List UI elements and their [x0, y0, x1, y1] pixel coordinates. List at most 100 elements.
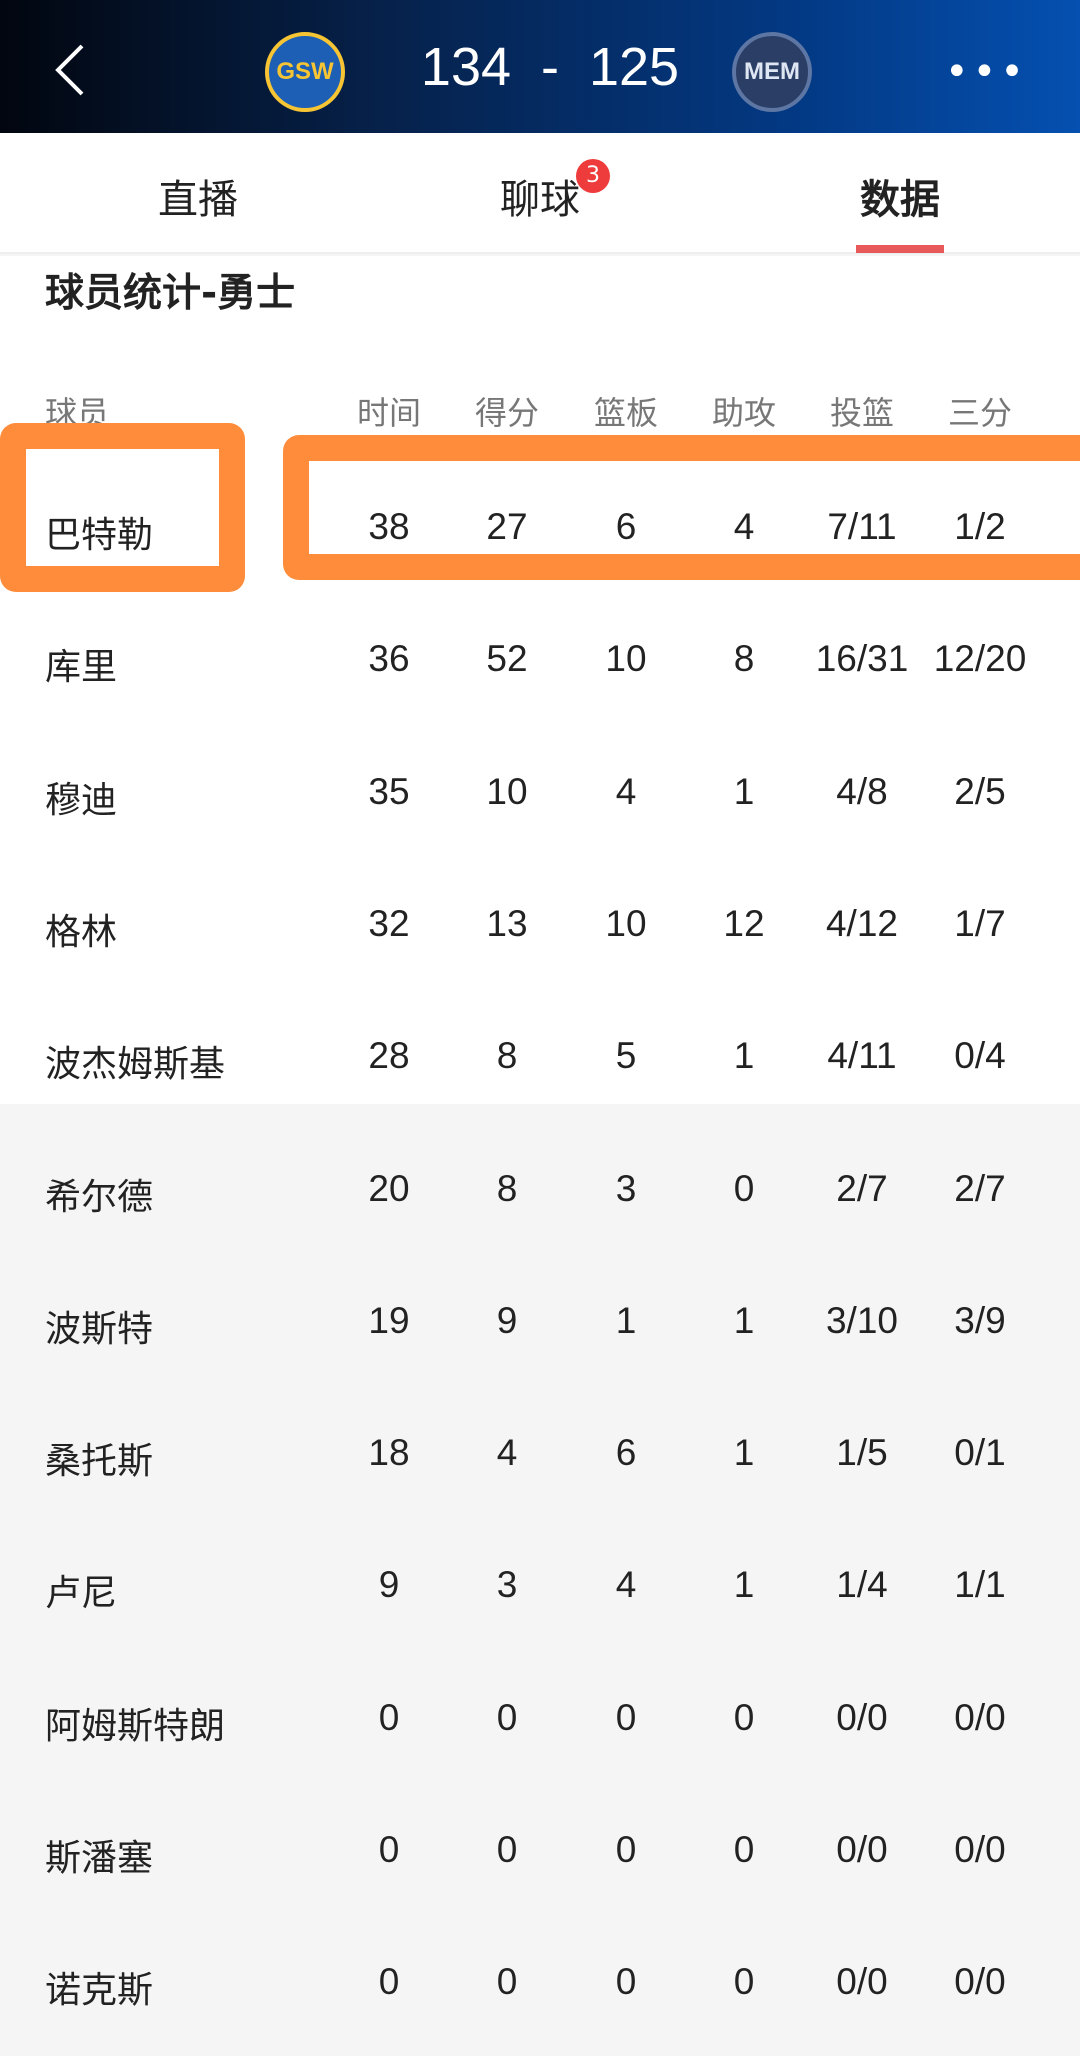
stat-cell: 8 [1033, 638, 1080, 680]
stat-cell: 0 [615, 1829, 637, 1870]
stat-cell: 1/5 [836, 1432, 888, 1474]
stat-cell: 36 [368, 638, 410, 680]
stat-cell: 4/8 [836, 770, 888, 812]
stat-cell: 2/7 [836, 1167, 888, 1209]
stat-cell: 2/7 [954, 1167, 1006, 1209]
table-row[interactable]: 希尔德 20 8 3 0 2/7 2/7 2 [0, 1122, 1080, 1254]
stat-cell: 10 [605, 638, 647, 680]
player-name[interactable]: 桑托斯 [45, 1441, 154, 1483]
stat-cell: 8 [733, 638, 755, 680]
column-header[interactable]: 时间 [356, 394, 421, 432]
stat-cell: 0 [1033, 1300, 1080, 1342]
stat-cell: 0 [496, 1696, 518, 1738]
player-name[interactable]: 阿姆斯特朗 [45, 1705, 226, 1747]
stat-cell: 1/1 [954, 1564, 1006, 1606]
table-row[interactable]: 巴特勒 38 27 6 4 7/11 1/2 1 [0, 460, 1080, 592]
stat-cell: 4/11 [827, 1035, 897, 1077]
stat-cell: 0/0 [836, 1696, 888, 1738]
stat-cell: 1/7 [954, 902, 1006, 944]
stat-cell: 6 [615, 506, 637, 547]
gsw-team-logo[interactable]: GSW [265, 32, 345, 112]
stat-cell: 0 [378, 1696, 400, 1738]
player-name[interactable]: 诺克斯 [45, 1970, 154, 2012]
stat-cell: 4 [615, 1564, 637, 1606]
player-name[interactable]: 巴特勒 [45, 515, 154, 556]
mem-team-logo[interactable]: MEM [732, 32, 812, 112]
stat-cell: 1/2 [954, 506, 1006, 547]
column-header[interactable]: 罚 [1033, 388, 1080, 434]
stat-cell: 12 [723, 902, 765, 944]
stat-cell: 0 [1033, 771, 1080, 813]
stat-cell: 52 [486, 638, 528, 680]
stat-cell: 19 [368, 1299, 410, 1341]
table-row[interactable]: 格林 32 13 10 12 4/12 1/7 4 [0, 857, 1080, 989]
section-title: 球员统计-勇士 [45, 271, 296, 316]
table-row[interactable]: 诺克斯 0 0 0 0 0/0 0/0 0 [0, 1915, 1080, 2047]
stat-cell: 0/0 [954, 1961, 1006, 2003]
stat-cell: 12/20 [933, 638, 1027, 680]
column-header[interactable]: 助攻 [711, 394, 776, 432]
table-row[interactable]: 穆迪 35 10 4 1 4/8 2/5 0 [0, 725, 1080, 857]
stat-cell: 0 [1033, 1697, 1080, 1739]
stat-cell: 5 [615, 1035, 637, 1077]
stat-cell: 35 [368, 770, 410, 812]
stat-cell: 0 [496, 1829, 518, 1870]
tab-bar: 直播 聊球 3 数据 [0, 133, 1080, 254]
game-header: GSW 134 - 125 MEM ••• [0, 0, 1080, 133]
stat-cell: 4 [1033, 903, 1080, 945]
stat-cell: 38 [368, 506, 410, 547]
game-score: 134 - 125 [420, 37, 680, 97]
stat-cell: 0/1 [954, 1432, 1006, 1474]
column-header-player: 球员 [45, 394, 110, 432]
stat-cell: 0 [1033, 1035, 1080, 1077]
player-name[interactable]: 格林 [45, 911, 118, 953]
stat-cell: 28 [368, 1035, 410, 1077]
table-row[interactable]: 波斯特 19 9 1 1 3/10 3/9 0 [0, 1254, 1080, 1386]
stat-cell: 1 [615, 1299, 637, 1341]
stat-cell: 0/4 [954, 1035, 1006, 1077]
player-name[interactable]: 斯潘塞 [45, 1838, 154, 1879]
table-row[interactable]: 卢尼 9 3 4 1 1/4 1/1 0 [0, 1518, 1080, 1650]
table-row[interactable]: 阿姆斯特朗 0 0 0 0 0/0 0/0 0 [0, 1651, 1080, 1783]
stat-cell: 4 [733, 506, 755, 547]
stat-cell: 0/0 [836, 1829, 888, 1870]
stat-cell: 2 [1033, 1432, 1080, 1474]
stat-cell: 1 [733, 770, 755, 812]
stat-cell: 0 [733, 1961, 755, 2003]
tab-chat[interactable]: 聊球 [500, 177, 580, 223]
player-name[interactable]: 穆迪 [45, 779, 118, 821]
column-header[interactable]: 篮板 [593, 394, 658, 432]
stat-cell: 3 [496, 1564, 518, 1606]
chevron-left-icon[interactable] [50, 42, 100, 98]
stat-cell: 10 [605, 902, 647, 944]
player-name[interactable]: 波斯特 [45, 1308, 154, 1350]
stat-cell: 6 [615, 1432, 637, 1474]
tab-stats[interactable]: 数据 [860, 177, 940, 223]
stat-cell: 4 [496, 1432, 518, 1474]
stat-cell: 0/0 [954, 1829, 1006, 1870]
table-row[interactable]: 斯潘塞 0 0 0 0 0/0 0/0 0 [0, 1783, 1080, 1915]
column-header[interactable]: 投篮 [829, 394, 894, 432]
chat-count-badge: 3 [576, 159, 610, 193]
stat-cell: 0 [733, 1696, 755, 1738]
column-header[interactable]: 得分 [474, 394, 539, 432]
stat-cell: 8 [496, 1035, 518, 1077]
player-name[interactable]: 波杰姆斯基 [45, 1044, 226, 1086]
stat-cell: 0 [733, 1829, 755, 1870]
player-name[interactable]: 希尔德 [45, 1176, 154, 1218]
table-row[interactable]: 桑托斯 18 4 6 1 1/5 0/1 2 [0, 1386, 1080, 1518]
table-row[interactable]: 波杰姆斯基 28 8 5 1 4/11 0/4 0 [0, 989, 1080, 1121]
tab-live[interactable]: 直播 [158, 177, 238, 223]
stat-cell: 0 [378, 1961, 400, 2003]
stat-cell: 1 [733, 1432, 755, 1474]
player-name[interactable]: 库里 [45, 647, 118, 689]
stat-cell: 7/11 [827, 506, 897, 547]
stat-cell: 9 [378, 1564, 400, 1606]
stat-cell: 1 [733, 1035, 755, 1077]
column-header[interactable]: 三分 [947, 394, 1012, 432]
player-name[interactable]: 卢尼 [45, 1573, 118, 1615]
stat-cell: 16/31 [815, 638, 909, 680]
more-horizontal-icon[interactable]: ••• [945, 49, 1028, 95]
stat-cell: 13 [486, 902, 528, 944]
